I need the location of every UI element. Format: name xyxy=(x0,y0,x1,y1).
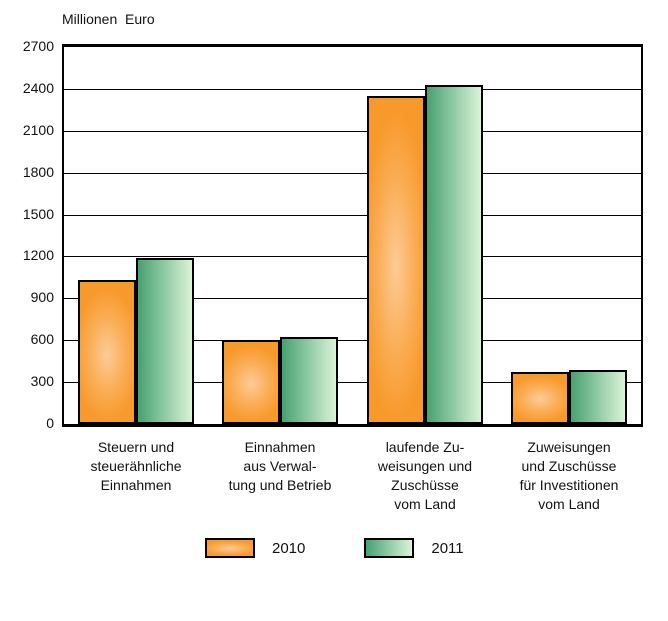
category-label-4: Zuweisungen und Zuschüsse für Investitione… xyxy=(494,438,644,514)
ytick-label-600: 600 xyxy=(30,331,54,348)
legend-item-2010: 2010 xyxy=(205,538,305,558)
plot-area xyxy=(62,44,643,427)
category-label-line: tung und Betrieb xyxy=(228,477,332,493)
category-label-line: aus Verwal- xyxy=(243,458,317,474)
legend: 2010 2011 xyxy=(205,538,464,558)
category-label-line: Zuweisungen xyxy=(527,439,611,455)
bar-2011-group4 xyxy=(569,370,627,424)
category-label-3: laufende Zu-weisungen und Zuschüsse vom La… xyxy=(350,438,500,514)
legend-swatch-2011 xyxy=(364,538,415,558)
gridline-2400 xyxy=(64,88,641,90)
gridline-600 xyxy=(64,340,641,342)
ytick-label-1500: 1500 xyxy=(22,205,54,222)
ytick-label-2400: 2400 xyxy=(22,79,54,96)
bar-2010-group1 xyxy=(78,280,136,424)
legend-label-2011: 2011 xyxy=(431,539,464,557)
gridline-1800 xyxy=(64,172,641,174)
category-label-line: laufende Zu- xyxy=(385,439,465,455)
category-label-line: Einnahmen xyxy=(100,477,172,493)
ytick-label-900: 900 xyxy=(30,289,54,306)
bar-2010-group2 xyxy=(222,340,280,424)
gridline-2100 xyxy=(64,130,641,132)
category-label-line: für Investitionen xyxy=(519,477,619,493)
category-label-line: Steuern und xyxy=(97,439,175,455)
gridline-1200 xyxy=(64,256,641,258)
gridline-1500 xyxy=(64,214,641,216)
ytick-label-1800: 1800 xyxy=(22,163,54,180)
gridline-900 xyxy=(64,298,641,300)
category-label-line: vom Land xyxy=(538,496,600,512)
chart-title: Millionen Euro xyxy=(62,11,155,27)
category-label-line: Zuschüsse xyxy=(391,477,459,493)
category-label-line: steuerähnliche xyxy=(90,458,182,474)
legend-item-2011: 2011 xyxy=(364,538,464,558)
bar-2010-group3 xyxy=(367,96,425,424)
bar-2011-group1 xyxy=(136,258,194,424)
bar-2011-group2 xyxy=(280,337,338,424)
category-label-2: Einnahmen aus Verwal-tung und Betrieb xyxy=(205,438,355,495)
bar-2010-group4 xyxy=(511,372,569,424)
category-label-line: vom Land xyxy=(394,496,456,512)
legend-label-2010: 2010 xyxy=(272,539,306,557)
ytick-label-0: 0 xyxy=(46,415,54,431)
ytick-label-1200: 1200 xyxy=(22,247,54,264)
ytick-label-2100: 2100 xyxy=(22,121,54,138)
category-label-line: weisungen und xyxy=(377,458,473,474)
category-label-1: Steuern und steuerähnliche Einnahmen xyxy=(61,438,211,495)
category-label-line: Einnahmen xyxy=(244,439,316,455)
ytick-label-2700: 2700 xyxy=(22,38,54,54)
gridline-300 xyxy=(64,382,641,384)
ytick-label-300: 300 xyxy=(30,373,54,390)
bar-2011-group3 xyxy=(425,85,483,424)
category-label-line: und Zuschüsse xyxy=(521,458,617,474)
legend-swatch-2010 xyxy=(205,538,255,558)
